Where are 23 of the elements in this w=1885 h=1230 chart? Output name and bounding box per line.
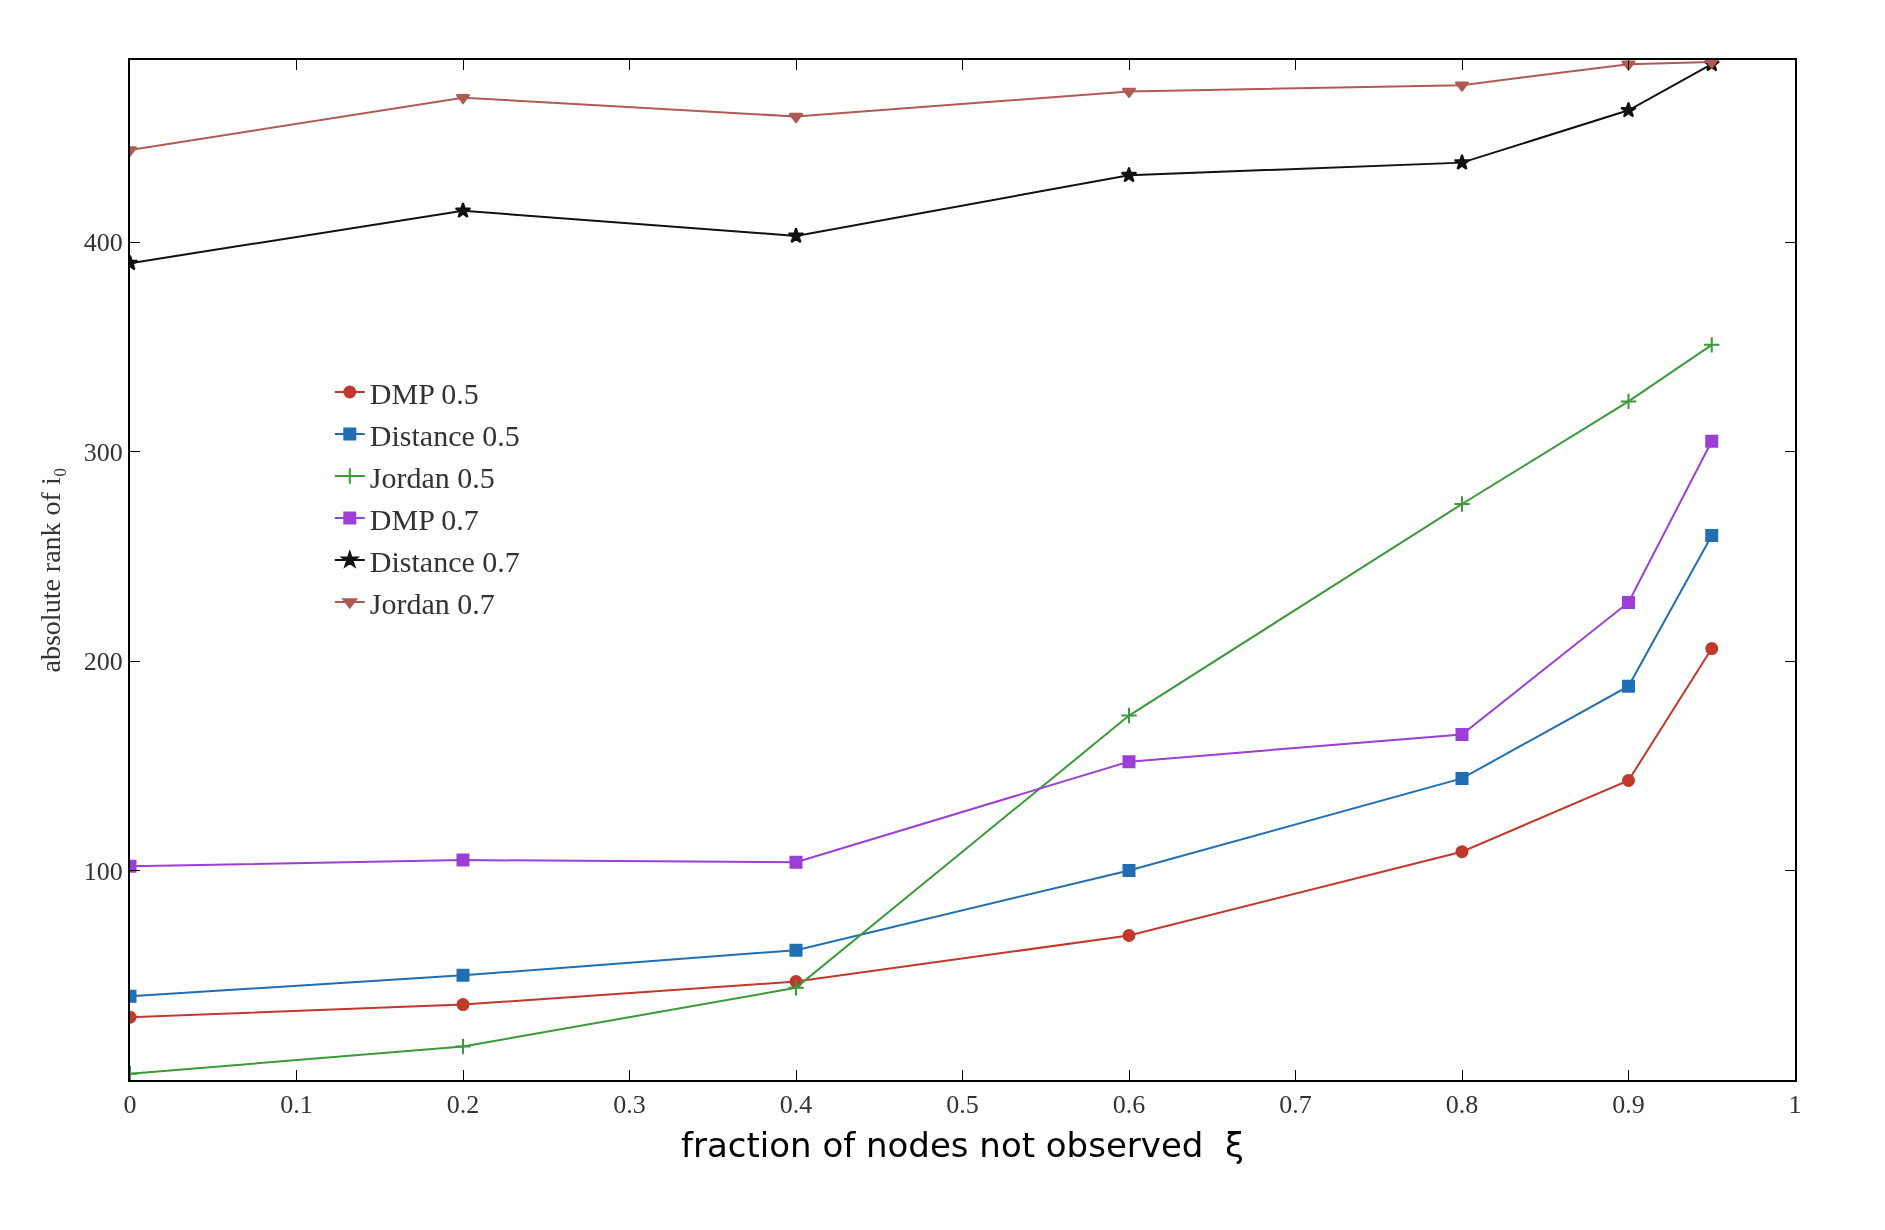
y-tick-label: 200 (83, 647, 123, 677)
y-tick-label: 100 (83, 856, 123, 886)
x-axis-title: fraction of nodes not observed ξ (680, 1125, 1245, 1165)
x-tick-label: 0.7 (1279, 1090, 1312, 1120)
x-tick-label: 0.3 (613, 1090, 646, 1120)
legend-label: DMP 0.7 (369, 502, 479, 536)
x-tick-label: 0.8 (1445, 1090, 1479, 1120)
legend-label: DMP 0.5 (369, 376, 479, 410)
legend-label: Distance 0.7 (369, 544, 520, 578)
legend-label: Distance 0.5 (369, 418, 520, 452)
x-tick-label: 1 (1788, 1090, 1802, 1120)
y-axis-title: absolute rank of i₀ (35, 467, 66, 673)
legend-label: Jordan 0.7 (369, 586, 495, 620)
legend-label: Jordan 0.5 (369, 460, 495, 494)
x-tick-label: 0.4 (779, 1090, 813, 1120)
x-tick-label: 0.9 (1612, 1090, 1645, 1120)
x-tick-label: 0.2 (446, 1090, 480, 1120)
x-tick-label: 0.6 (1112, 1090, 1146, 1120)
y-tick-label: 400 (83, 228, 123, 258)
y-tick-label: 300 (83, 437, 123, 467)
x-tick-label: 0 (123, 1090, 137, 1120)
x-tick-label: 0.5 (946, 1090, 979, 1120)
x-tick-label: 0.1 (280, 1090, 313, 1120)
